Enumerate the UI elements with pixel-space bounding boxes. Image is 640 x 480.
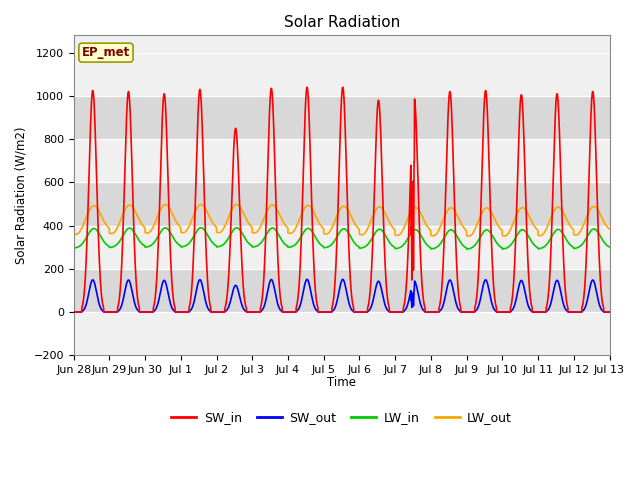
Line: LW_out: LW_out [74,204,609,236]
LW_in [497,245,505,251]
Bar [74,53,609,96]
Bar [74,226,609,269]
LW_in [197,225,205,230]
LW_out [357,232,365,238]
LW_out [369,214,376,219]
SW_out [573,309,581,315]
Title: Solar Radiation: Solar Radiation [284,15,400,30]
SW_in [558,218,566,224]
LW_in [357,245,365,251]
SW_in [70,309,77,315]
Bar [74,269,609,312]
SW_in [357,309,365,315]
LW_out [70,231,77,237]
LW_in [573,245,581,251]
SW_out [70,309,77,315]
LW_out [573,232,581,238]
SW_in [303,84,311,90]
X-axis label: Time: Time [327,376,356,389]
SW_out [369,300,376,305]
SW_in [220,309,227,315]
LW_out [559,208,566,214]
Legend: SW_in, SW_out, LW_in, LW_out: SW_in, SW_out, LW_in, LW_out [166,406,517,429]
LW_in [220,241,227,247]
SW_out [220,309,227,315]
SW_out [497,309,505,315]
SW_in [369,241,376,247]
Bar [74,312,609,355]
Line: LW_in: LW_in [74,228,609,249]
LW_in [559,230,566,236]
LW_out [465,233,472,239]
Bar [74,139,609,182]
Bar [74,182,609,226]
SW_out [605,309,613,315]
LW_out [220,226,227,232]
Bar [74,96,609,139]
Line: SW_in: SW_in [74,87,609,312]
Text: EP_met: EP_met [82,46,130,59]
Y-axis label: Solar Radiation (W/m2): Solar Radiation (W/m2) [15,127,28,264]
LW_in [70,245,77,251]
LW_in [463,246,470,252]
LW_out [497,227,505,233]
LW_out [197,202,205,207]
LW_out [605,226,613,232]
LW_in [605,244,613,250]
SW_in [573,309,581,315]
SW_out [357,309,365,315]
SW_in [497,309,505,315]
SW_out [303,276,311,282]
SW_out [558,296,566,301]
LW_in [369,234,376,240]
SW_in [605,309,613,315]
Line: SW_out: SW_out [74,279,609,312]
